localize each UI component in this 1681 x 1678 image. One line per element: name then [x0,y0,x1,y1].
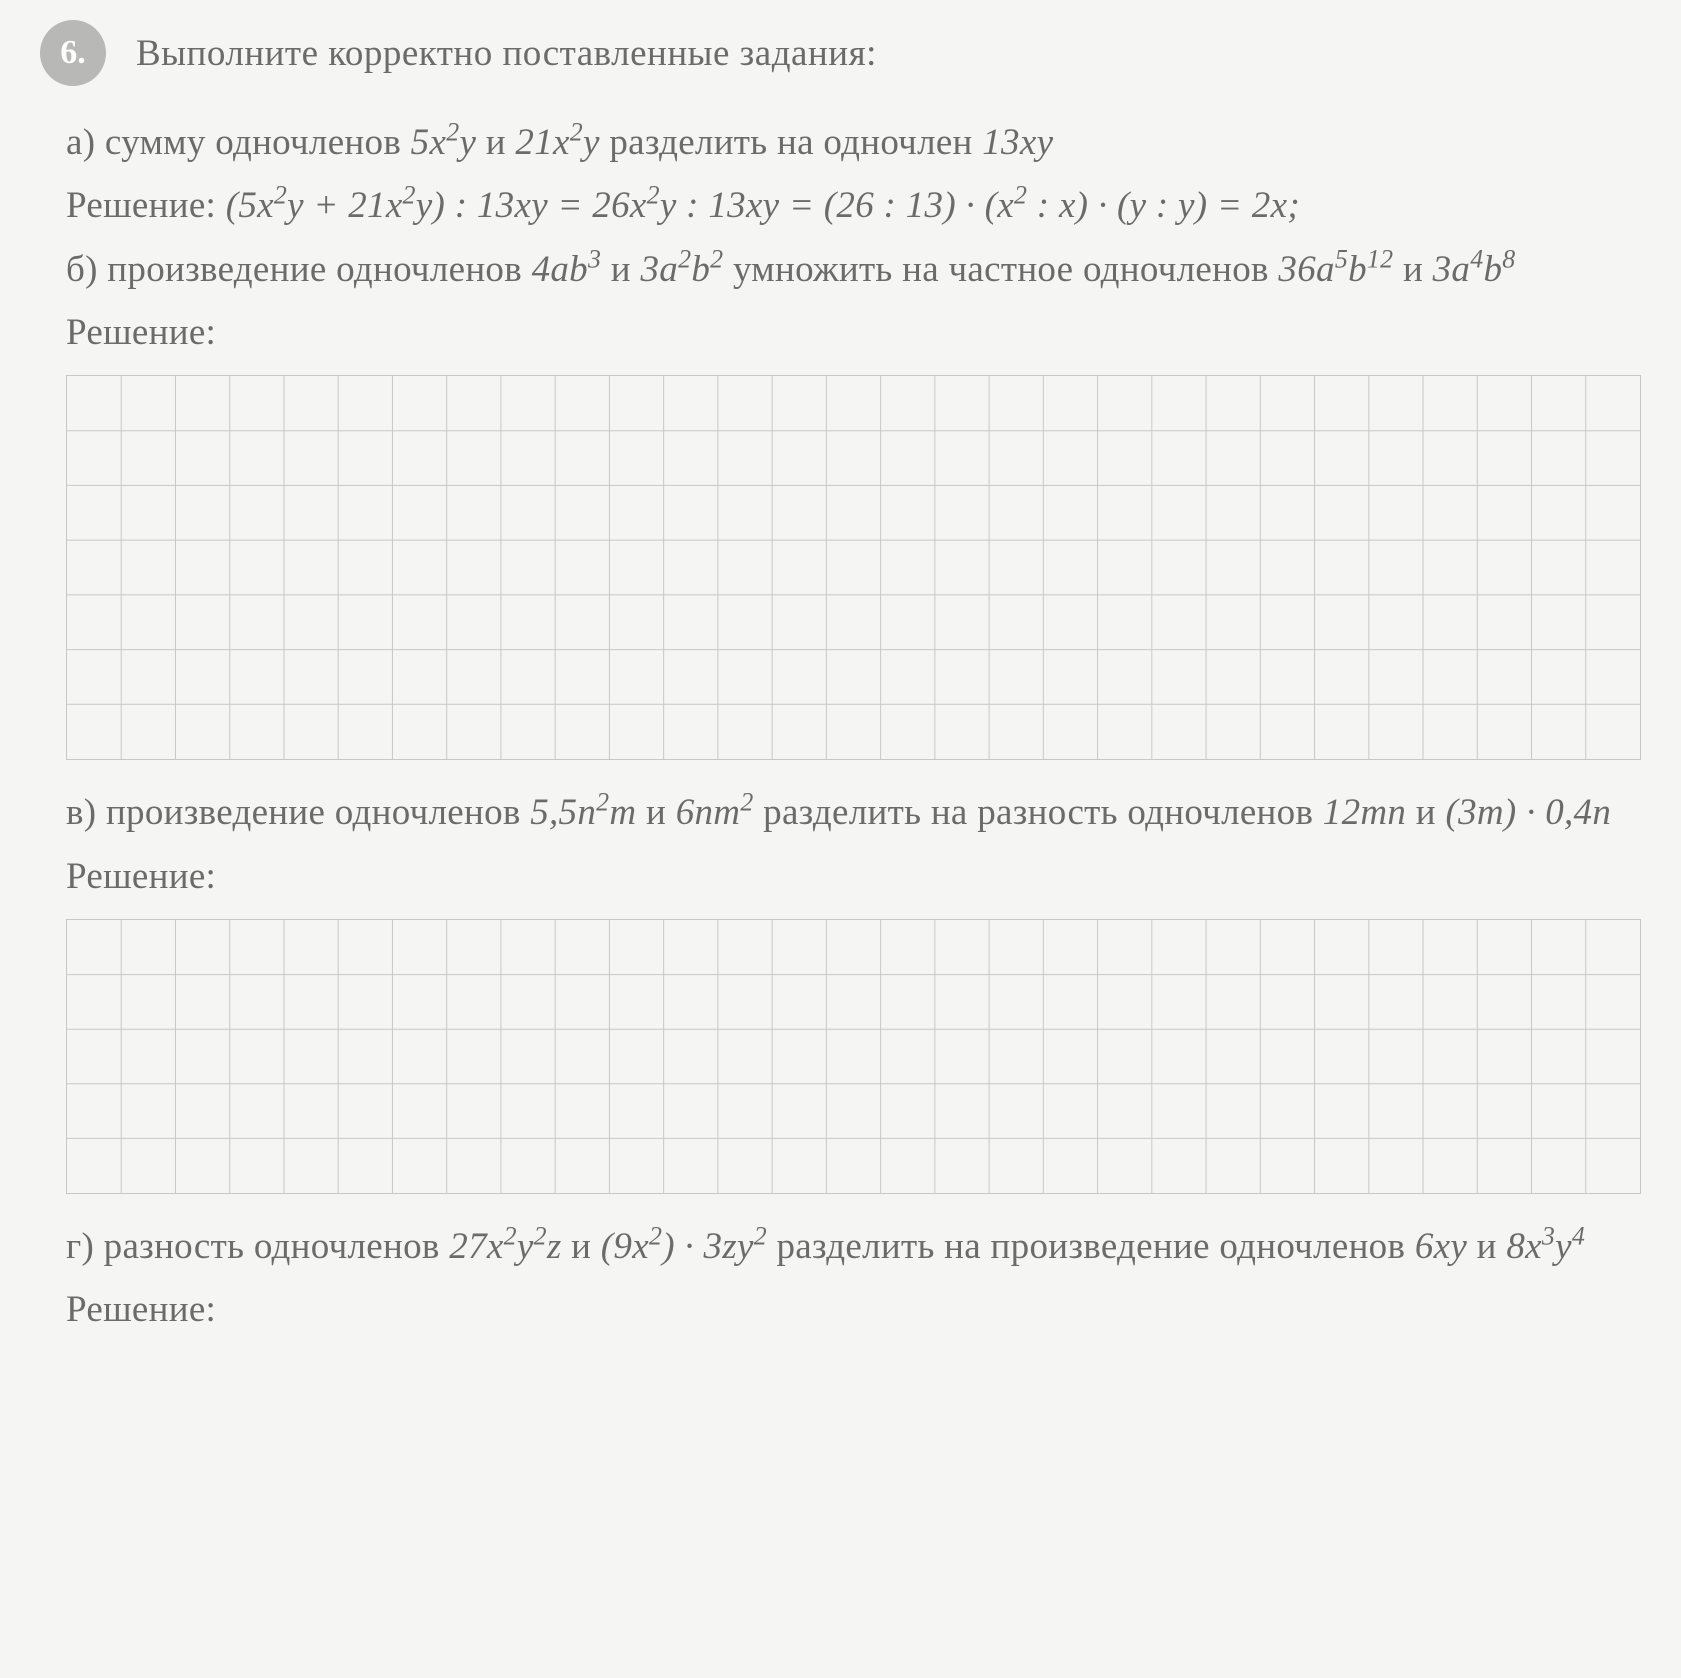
solution-a: Решение: (5x2y + 21x2y) : 13xy = 26x2y :… [66,177,1641,234]
part-a-mono2: 21x2y [515,122,599,163]
part-d-conj: и [571,1226,591,1267]
part-c-text: в) произведение одночленов 5,5n2m и 6nm2… [66,784,1641,841]
problem-title: Выполните корректно поставленные задания… [136,32,877,75]
part-c-mono1: 5,5n2m [530,792,636,833]
part-c-mono3: 12mn [1323,792,1406,833]
part-b-conj2: и [1403,249,1423,290]
grid-svg-b [67,376,1640,759]
part-d-conj2: и [1477,1226,1497,1267]
part-d-mono3: 6xy [1415,1226,1467,1267]
solution-a-expr: (5x2y + 21x2y) : 13xy = 26x2y : 13xy = (… [226,185,1300,226]
part-c-label: в) произведение одночленов [66,792,521,833]
part-b-mono3: 36a5b12 [1278,249,1393,290]
solution-label-d: Решение: [66,1281,1641,1338]
part-c-conj2: и [1416,792,1436,833]
grid-svg-c [67,920,1640,1193]
part-a-mono1: 5x2y [411,122,477,163]
part-c-mono4: (3m) · 0,4n [1445,792,1611,833]
solution-label-b: Решение: [66,304,1641,361]
part-b-action: умножить на частное одночленов [733,249,1269,290]
part-a-text: а) сумму одночленов 5x2y и 21x2y раздели… [66,114,1641,171]
part-d-text: г) разность одночленов 27x2y2z и (9x2) ·… [66,1218,1641,1275]
part-c-conj: и [646,792,666,833]
problem-header: 6. Выполните корректно поставленные зада… [40,20,1641,86]
part-b-label: б) произведение одночленов [66,249,522,290]
solution-label-c: Решение: [66,848,1641,905]
part-c-action: разделить на разность одночленов [763,792,1313,833]
part-d-mono4: 8x3y4 [1506,1226,1585,1267]
part-b-text: б) произведение одночленов 4ab3 и 3a2b2 … [66,241,1641,298]
part-b-conj: и [611,249,631,290]
part-a-action: разделить на одночлен [609,122,972,163]
problem-content: а) сумму одночленов 5x2y и 21x2y раздели… [40,114,1641,1339]
part-c-mono2: 6nm2 [676,792,754,833]
answer-grid-c[interactable] [66,919,1641,1194]
answer-grid-b[interactable] [66,375,1641,760]
part-a-label: а) сумму одночленов [66,122,401,163]
part-d-mono1: 27x2y2z [449,1226,561,1267]
part-b-mono2: 3a2b2 [640,249,723,290]
grid-lines-b [67,376,1640,759]
part-b-mono1: 4ab3 [532,249,602,290]
part-d-label: г) разность одночленов [66,1226,440,1267]
part-d-mono2: (9x2) · 3zy2 [601,1226,767,1267]
grid-lines-c [67,920,1640,1193]
part-a-mono3: 13xy [982,122,1053,163]
part-d-action: разделить на произведение одночленов [777,1226,1406,1267]
part-a-conj: и [486,122,506,163]
part-b-mono4: 3a4b8 [1433,249,1516,290]
problem-number-badge: 6. [40,20,106,86]
solution-label-a: Решение: [66,185,216,226]
